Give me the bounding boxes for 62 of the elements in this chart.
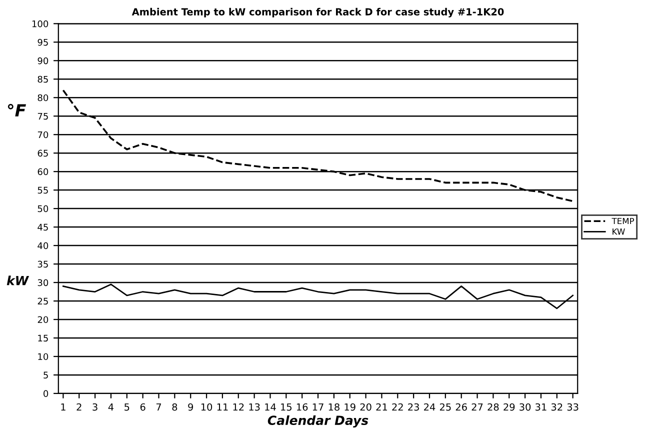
- x-tick-label: 2: [76, 403, 82, 411]
- x-tick-label: 3: [92, 403, 98, 411]
- y-tick-label: 5: [44, 372, 48, 379]
- x-tick-label: 31: [536, 403, 546, 411]
- x-tick-label: 17: [312, 403, 324, 411]
- x-tick-label: 27: [472, 403, 483, 411]
- x-tick-label: 8: [172, 403, 178, 411]
- line-series: [62, 284, 574, 310]
- x-tick-label: 15: [281, 403, 292, 411]
- y-tick-label: 0: [44, 390, 48, 398]
- y-tick-label: 30: [38, 279, 48, 286]
- x-tick-label: 26: [456, 403, 467, 411]
- x-tick-label: 18: [328, 403, 340, 411]
- y-tick-label: 90: [38, 57, 48, 64]
- chart-title: Ambient Temp to kW comparison for Rack D for case study #1-1K20: [132, 8, 504, 18]
- x-axis-title: Calendar Days: [268, 415, 368, 428]
- legend-label: TEMP: [612, 218, 634, 224]
- legend-label: KW: [612, 228, 625, 235]
- y-tick-label: 75: [38, 112, 48, 120]
- x-tick-label: 7: [156, 403, 162, 411]
- x-tick-label: 19: [344, 403, 356, 411]
- x-tick-label: 4: [108, 403, 114, 411]
- x-tick-label: 20: [360, 403, 372, 411]
- y-tick-label: 50: [38, 205, 48, 212]
- x-tick-label: 25: [440, 403, 451, 411]
- x-tick-label: 1: [61, 403, 66, 411]
- x-tick-label: 12: [233, 403, 244, 411]
- y-tick-label: 25: [38, 298, 48, 305]
- text: °F: [8, 104, 26, 116]
- x-tick-label: 32: [551, 403, 562, 411]
- x-tick-label: 13: [249, 403, 260, 411]
- line-series: [62, 89, 574, 202]
- x-tick-label: 11: [217, 403, 228, 411]
- y-tick-label: 85: [38, 76, 48, 83]
- x-tick-label: 22: [392, 403, 403, 411]
- y-tick-label: 70: [38, 131, 48, 138]
- y-tick-label: 15: [38, 334, 48, 342]
- x-tick-label: 9: [188, 403, 194, 411]
- y-tick-label: 40: [38, 242, 48, 250]
- y-tick-label: 65: [38, 150, 48, 157]
- text: kW: [6, 276, 30, 286]
- y-tick-label: 60: [38, 168, 48, 176]
- y-tick-label: 10: [38, 353, 48, 360]
- x-tick-label: 5: [124, 403, 130, 411]
- x-tick-label: 29: [504, 403, 515, 411]
- y-tick-label: 55: [38, 186, 48, 194]
- y-tick-label: 45: [38, 224, 48, 231]
- x-tick-label: 10: [201, 403, 212, 411]
- y-tick-label: 95: [38, 38, 48, 46]
- x-tick-label: 30: [520, 403, 531, 411]
- x-tick-label: 14: [265, 403, 276, 411]
- x-tick-label: 28: [488, 403, 499, 411]
- x-tick-label: 21: [376, 403, 388, 411]
- x-tick-label: 6: [140, 403, 146, 411]
- x-tick-label: 24: [424, 403, 436, 411]
- x-tick-label: 16: [296, 403, 308, 411]
- y-tick-label: 35: [38, 260, 48, 268]
- y-tick-label: 100: [32, 20, 48, 28]
- y-tick-label: 80: [38, 94, 48, 102]
- x-tick-label: 23: [408, 403, 419, 411]
- x-tick-label: 33: [567, 403, 578, 411]
- y-tick-label: 20: [38, 316, 48, 324]
